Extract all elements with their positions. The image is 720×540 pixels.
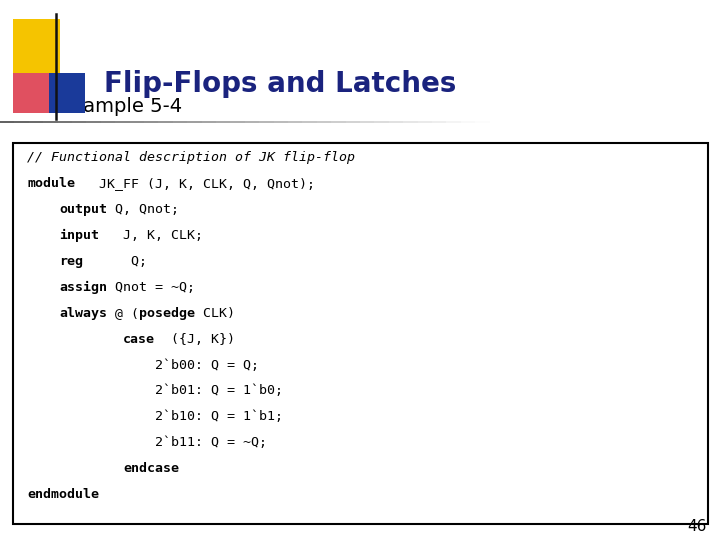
Text: case: case (123, 333, 156, 346)
Text: @ (: @ ( (107, 307, 140, 320)
FancyBboxPatch shape (13, 143, 708, 524)
Text: Q;: Q; (84, 255, 148, 268)
Text: output: output (59, 203, 107, 216)
Text: always: always (59, 307, 107, 320)
Text: Qnot = ~Q;: Qnot = ~Q; (107, 281, 195, 294)
Bar (49, 73, 85, 113)
Bar (13, 19, 60, 73)
Text: 2`b11: Q = ~Q;: 2`b11: Q = ~Q; (27, 436, 267, 449)
Text: 2`b10: Q = 1`b1;: 2`b10: Q = 1`b1; (27, 410, 284, 423)
Text: 2`b00: Q = Q;: 2`b00: Q = Q; (27, 359, 259, 372)
Text: input: input (59, 229, 99, 242)
Text: 46: 46 (688, 518, 707, 534)
Text: // Functional description of JK flip-flop: // Functional description of JK flip-flo… (27, 151, 356, 164)
Text: posedge: posedge (140, 307, 195, 320)
Text: JK_FF (J, K, CLK, Q, Qnot);: JK_FF (J, K, CLK, Q, Qnot); (76, 177, 315, 190)
Text: Flip-Flops and Latches: Flip-Flops and Latches (104, 70, 456, 98)
Text: endmodule: endmodule (27, 488, 99, 501)
Bar (13, 73, 49, 113)
Text: assign: assign (59, 281, 107, 294)
Text: HDL Example 5-4: HDL Example 5-4 (13, 97, 182, 116)
Text: CLK): CLK) (195, 307, 235, 320)
Text: module: module (27, 177, 76, 190)
Text: endcase: endcase (123, 462, 179, 475)
Text: ({J, K}): ({J, K}) (156, 333, 235, 346)
Text: Q, Qnot;: Q, Qnot; (107, 203, 179, 216)
Text: 2`b01: Q = 1`b0;: 2`b01: Q = 1`b0; (27, 384, 284, 397)
Text: J, K, CLK;: J, K, CLK; (99, 229, 203, 242)
Text: reg: reg (59, 255, 84, 268)
